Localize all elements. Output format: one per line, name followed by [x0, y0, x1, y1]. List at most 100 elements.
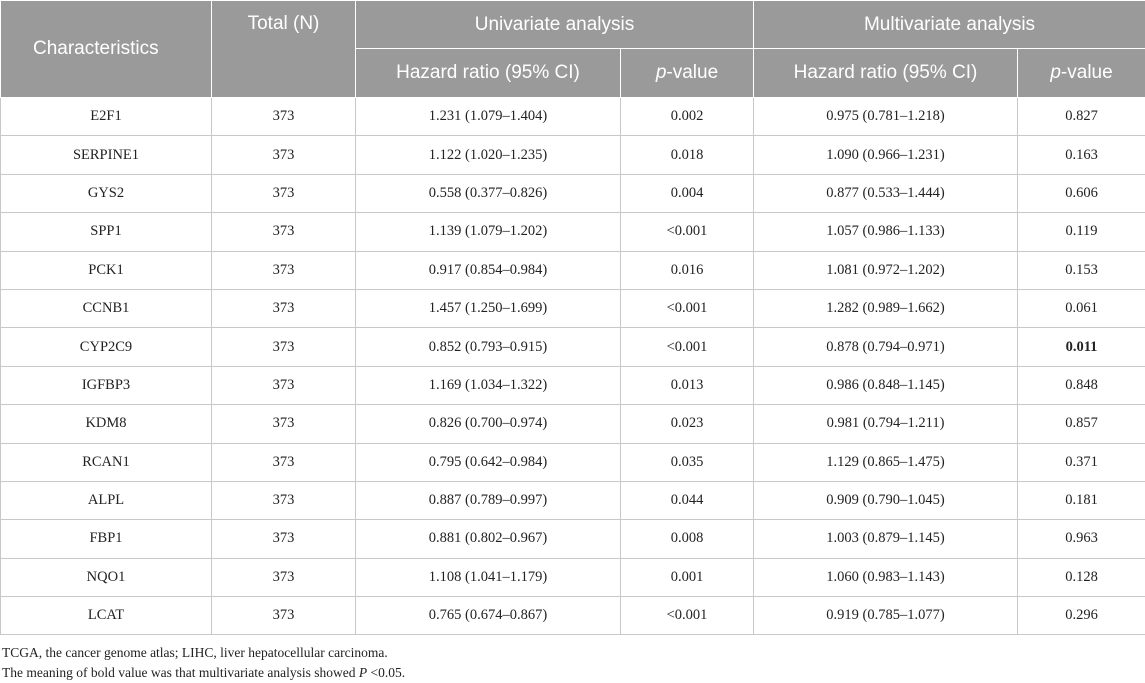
- cell-multi-hr: 0.909 (0.790–1.045): [754, 481, 1018, 519]
- note-bold-meaning: The meaning of bold value was that multi…: [2, 663, 1143, 683]
- table-notes: TCGA, the cancer genome atlas; LIHC, liv…: [0, 635, 1145, 683]
- cell-multi-hr: 1.060 (0.983–1.143): [754, 558, 1018, 596]
- cell-total: 373: [212, 251, 356, 289]
- cell-multi-p: 0.061: [1018, 289, 1145, 327]
- cell-multi-hr: 0.981 (0.794–1.211): [754, 405, 1018, 443]
- cell-multi-p: 0.153: [1018, 251, 1145, 289]
- cell-multi-hr: 0.878 (0.794–0.971): [754, 328, 1018, 366]
- cell-uni-p: 0.023: [621, 405, 754, 443]
- results-table: Characteristics Total (N) Univariate ana…: [0, 0, 1145, 635]
- cell-total: 373: [212, 558, 356, 596]
- cell-uni-hr: 1.108 (1.041–1.179): [356, 558, 621, 596]
- cell-total: 373: [212, 136, 356, 174]
- cell-name: NQO1: [1, 558, 212, 596]
- cell-total: 373: [212, 481, 356, 519]
- cell-name: PCK1: [1, 251, 212, 289]
- cell-total: 373: [212, 405, 356, 443]
- cell-uni-p: <0.001: [621, 328, 754, 366]
- cell-multi-p: 0.011: [1018, 328, 1145, 366]
- cell-uni-hr: 0.852 (0.793–0.915): [356, 328, 621, 366]
- note-abbreviations: TCGA, the cancer genome atlas; LIHC, liv…: [2, 643, 1143, 663]
- cell-uni-p: 0.013: [621, 366, 754, 404]
- cell-uni-hr: 0.917 (0.854–0.984): [356, 251, 621, 289]
- header-multi-p-value: p-value: [1018, 49, 1145, 98]
- cell-name: ALPL: [1, 481, 212, 519]
- cell-name: SPP1: [1, 213, 212, 251]
- cell-name: CYP2C9: [1, 328, 212, 366]
- cell-uni-p: 0.016: [621, 251, 754, 289]
- cell-multi-p: 0.371: [1018, 443, 1145, 481]
- cell-multi-hr: 1.129 (0.865–1.475): [754, 443, 1018, 481]
- cell-multi-hr: 0.986 (0.848–1.145): [754, 366, 1018, 404]
- cell-total: 373: [212, 328, 356, 366]
- cell-name: FBP1: [1, 520, 212, 558]
- header-multivariate: Multivariate analysis: [754, 1, 1145, 49]
- cell-multi-hr: 1.081 (0.972–1.202): [754, 251, 1018, 289]
- cell-total: 373: [212, 289, 356, 327]
- cell-multi-hr: 0.877 (0.533–1.444): [754, 174, 1018, 212]
- cell-uni-hr: 0.826 (0.700–0.974): [356, 405, 621, 443]
- cell-multi-hr: 1.282 (0.989–1.662): [754, 289, 1018, 327]
- cell-uni-hr: 0.881 (0.802–0.967): [356, 520, 621, 558]
- cell-multi-p: 0.963: [1018, 520, 1145, 558]
- cell-uni-p: 0.044: [621, 481, 754, 519]
- cell-multi-p: 0.857: [1018, 405, 1145, 443]
- cell-name: SERPINE1: [1, 136, 212, 174]
- cell-name: E2F1: [1, 98, 212, 136]
- cell-multi-p: 0.606: [1018, 174, 1145, 212]
- cell-total: 373: [212, 98, 356, 136]
- cell-total: 373: [212, 443, 356, 481]
- cell-uni-p: <0.001: [621, 597, 754, 635]
- cell-multi-p: 0.119: [1018, 213, 1145, 251]
- cell-total: 373: [212, 520, 356, 558]
- cell-multi-hr: 1.057 (0.986–1.133): [754, 213, 1018, 251]
- cell-multi-p: 0.296: [1018, 597, 1145, 635]
- header-uni-hazard-ratio: Hazard ratio (95% CI): [356, 49, 621, 98]
- cell-uni-p: 0.002: [621, 98, 754, 136]
- cell-multi-p: 0.827: [1018, 98, 1145, 136]
- cell-uni-hr: 0.765 (0.674–0.867): [356, 597, 621, 635]
- cell-name: IGFBP3: [1, 366, 212, 404]
- cell-uni-p: 0.008: [621, 520, 754, 558]
- cell-multi-hr: 1.003 (0.879–1.145): [754, 520, 1018, 558]
- cell-uni-hr: 0.887 (0.789–0.997): [356, 481, 621, 519]
- cell-total: 373: [212, 213, 356, 251]
- cell-uni-hr: 1.457 (1.250–1.699): [356, 289, 621, 327]
- header-univariate: Univariate analysis: [356, 1, 754, 49]
- cell-total: 373: [212, 174, 356, 212]
- cell-multi-p: 0.163: [1018, 136, 1145, 174]
- cell-uni-hr: 0.795 (0.642–0.984): [356, 443, 621, 481]
- cell-multi-p: 0.848: [1018, 366, 1145, 404]
- cell-name: LCAT: [1, 597, 212, 635]
- cell-multi-hr: 0.975 (0.781–1.218): [754, 98, 1018, 136]
- cell-total: 373: [212, 597, 356, 635]
- cell-name: RCAN1: [1, 443, 212, 481]
- header-characteristics: Characteristics: [1, 1, 212, 98]
- cell-uni-hr: 0.558 (0.377–0.826): [356, 174, 621, 212]
- cell-total: 373: [212, 366, 356, 404]
- header-total: Total (N): [212, 1, 356, 98]
- cell-uni-hr: 1.122 (1.020–1.235): [356, 136, 621, 174]
- cell-name: KDM8: [1, 405, 212, 443]
- header-uni-p-value: p-value: [621, 49, 754, 98]
- cell-uni-p: 0.004: [621, 174, 754, 212]
- cell-uni-hr: 1.169 (1.034–1.322): [356, 366, 621, 404]
- cell-uni-p: 0.035: [621, 443, 754, 481]
- cell-uni-p: <0.001: [621, 289, 754, 327]
- cell-name: CCNB1: [1, 289, 212, 327]
- cell-uni-p: 0.001: [621, 558, 754, 596]
